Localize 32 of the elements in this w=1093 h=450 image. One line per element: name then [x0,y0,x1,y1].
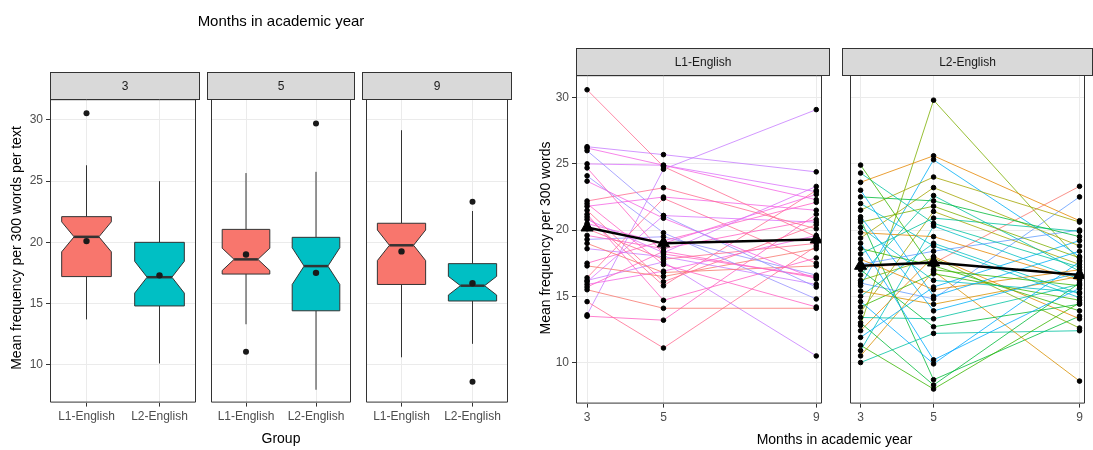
y-tick-label: 10 [555,354,570,369]
y-axis-title: Mean frequency per 300 words per text [8,125,24,372]
y-tick-label: 10 [29,356,44,371]
y-tick-label: 25 [29,173,44,188]
x-tick-label: L1-English [373,409,430,424]
x-axis-title: Months in academic year [755,431,914,447]
y-tick-label: 30 [555,90,570,105]
x-tick-label: 5 [660,410,668,425]
y-tick-label: 20 [555,222,570,237]
x-tick-label: L2-English [444,409,501,424]
chart-title: 5 [207,72,355,100]
chart-title: 9 [362,72,512,100]
y-tick-label: 25 [555,156,570,171]
y-tick-label: 15 [555,288,570,303]
chart-title: L2-English [842,48,1093,76]
x-tick-label: 9 [812,410,820,425]
chart-title: L1-English [576,48,830,76]
y-axis-title: Mean frequency per 300 words [537,140,553,337]
text: Months in academic year [196,12,366,29]
x-tick-label: 9 [1076,410,1084,425]
y-tick-label: 30 [29,112,44,127]
x-tick-label: L1-English [58,409,115,424]
x-tick-label: 3 [583,410,591,425]
y-tick-label: 15 [29,295,44,310]
x-tick-label: 3 [857,410,865,425]
x-tick-label: L1-English [217,409,275,424]
x-axis-title: Group [260,430,302,446]
chart-title: 3 [50,72,200,100]
x-tick-label: 5 [930,410,938,425]
x-tick-label: L2-English [131,409,188,424]
x-tick-label: L2-English [287,409,345,424]
y-tick-label: 20 [29,234,44,249]
